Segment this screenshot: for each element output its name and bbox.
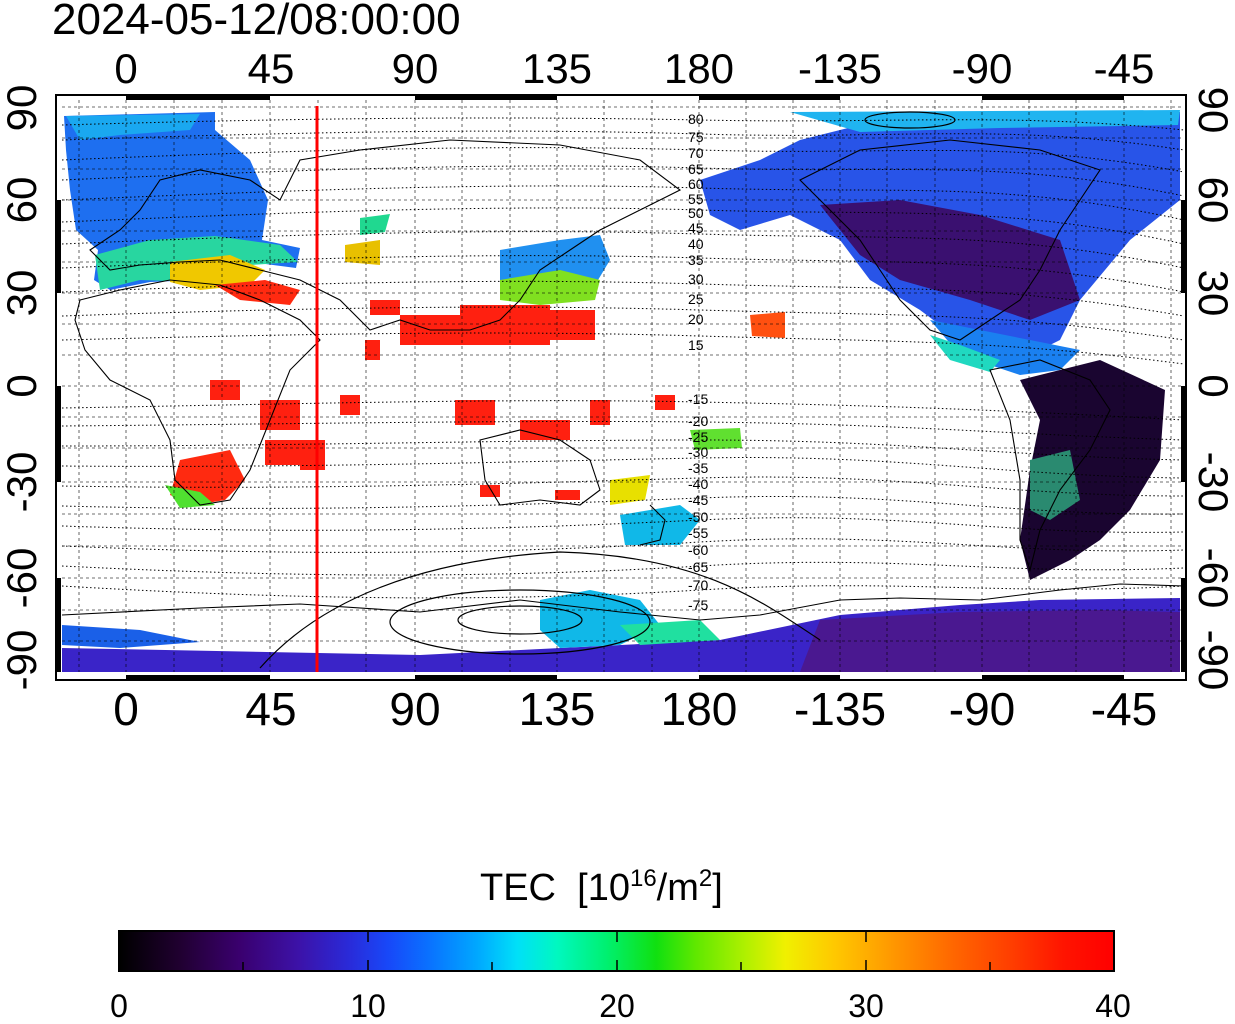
contour-label: -75 [688,597,708,613]
colorbar-tick-label: 10 [350,988,386,1024]
contour-label: -15 [688,391,708,407]
bottom-lon-tick: 0 [113,683,139,735]
contour-label: -40 [688,476,708,492]
colorbar-tick-label: 30 [848,988,884,1024]
colorbar-unit-exp: 16 [629,865,657,892]
tec-region-arctic-europe [66,114,200,140]
contour-label: -70 [688,577,708,593]
top-lon-tick: 180 [663,45,735,92]
colorbar-unit-close: ] [712,867,723,909]
contour-label: -45 [688,492,708,508]
contour-label: 25 [688,291,704,307]
top-lon-tick: 90 [391,45,439,92]
tec-region-med [170,255,265,290]
top-lon-tick: -135 [797,45,883,92]
top-lon-tick: -45 [1093,45,1155,92]
contour-label: 45 [688,220,704,236]
tec-region-nz [620,505,700,545]
colorbar-tick-label: 40 [1095,988,1131,1024]
contour-label: 50 [688,205,704,221]
contour-label: 80 [688,111,704,127]
coastlines [62,139,1184,621]
tec-region-north-africa [215,280,300,305]
timestamp-title: 2024-05-12/08:00:00 [52,0,461,44]
tec-region-pacific-green [690,428,742,450]
contour-label: 60 [688,176,704,192]
contour-label: 15 [688,337,704,353]
contour-label: -20 [688,413,708,429]
tec-region-na-dark [820,200,1080,320]
colorbar-tick-label: 20 [599,988,635,1024]
tec-region-chile-band [1030,450,1080,520]
contour-label: -60 [688,542,708,558]
contour-label: 20 [688,311,704,327]
magnetic-pole-contours [259,111,956,669]
contour-label: -25 [688,429,708,445]
contour-label: 40 [688,236,704,252]
top-lon-tick: 45 [247,45,295,92]
tec-region-hawaii [750,312,785,338]
contour-label: -35 [688,460,708,476]
contour-label: 35 [688,252,704,268]
tec-region-south-america [1020,360,1165,580]
colorbar-title: TEC [1016/m2] [480,866,723,910]
tec-region-antarctic-west [62,625,200,648]
contour-label: -65 [688,559,708,575]
contour-labels-north: 80 75 70 65 60 55 50 45 40 35 30 25 20 1… [688,111,704,353]
tec-region-asia-north [360,214,390,235]
colorbar-quantity: TEC [480,867,556,909]
bottom-lon-tick: -45 [1090,683,1158,735]
colorbar-unit-exp2: 2 [698,865,713,892]
tec-region-east-asia-band [500,270,600,305]
frame-ticks [55,94,1187,681]
tec-region-antarctic-dark [800,610,1180,672]
top-lon-tick: 135 [521,45,593,92]
contour-labels-south: -15 -20 -25 -30 -35 -40 -45 -50 -55 -60 … [688,391,708,613]
bottom-lon-tick: -90 [948,683,1016,735]
bottom-lon-tick: 135 [518,683,596,735]
tec-region-tasman-yellow [610,475,650,505]
tec-region-s-africa-edge [165,485,215,508]
bottom-lon-tick: 45 [245,683,297,735]
contour-label: 55 [688,191,704,207]
colorbar-tick-label: 0 [110,988,128,1024]
tec-data-layer [62,110,1180,672]
contour-label: -55 [688,525,708,541]
tec-region-central-asia [345,240,380,265]
contour-label: 30 [688,271,704,287]
colorbar-unit-base: 10 [587,867,630,909]
bottom-lon-tick: 180 [660,683,738,735]
contour-label: -50 [688,509,708,525]
top-lon-tick: 0 [114,45,138,92]
contour-label: 65 [688,161,704,177]
tec-region-mexico-band [930,335,1000,372]
bottom-lon-tick: 90 [389,683,441,735]
magnetic-contours [62,117,1184,599]
colorbar-unit-open: [ [577,867,588,909]
bottom-lon-tick: -135 [793,683,887,735]
graticule [62,100,1184,672]
colorbar-unit-mid: /m [656,867,699,909]
contour-label: 75 [688,129,704,145]
contour-label: 70 [688,145,704,161]
tec-region-antarctic-green [620,620,720,645]
top-lon-tick: -90 [951,45,1013,92]
contour-label: -30 [688,444,708,460]
